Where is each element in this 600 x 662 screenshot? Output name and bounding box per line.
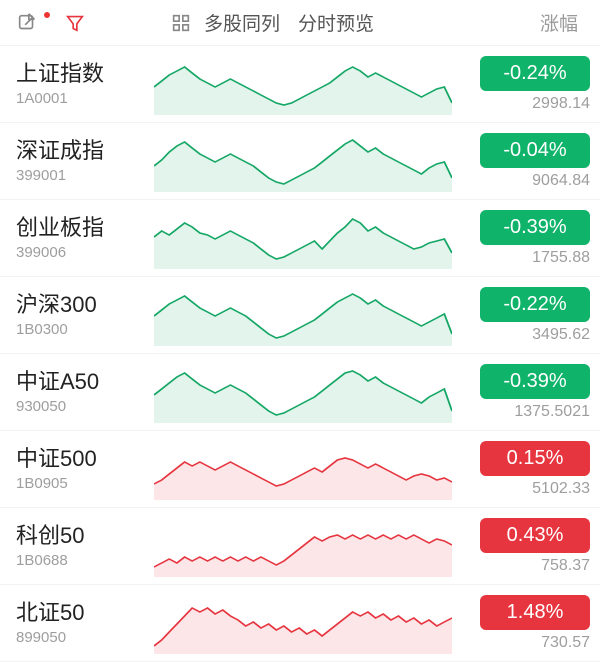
index-name: 创业板指 bbox=[16, 215, 146, 241]
row-left: 创业板指 399006 bbox=[16, 215, 146, 260]
row-left: 中证A50 930050 bbox=[16, 369, 146, 414]
index-row[interactable]: 科创50 1B0688 0.43% 758.37 bbox=[0, 508, 600, 585]
index-code: 930050 bbox=[16, 398, 146, 415]
toolbar-left bbox=[16, 12, 86, 34]
change-badge: 0.15% bbox=[480, 441, 590, 476]
index-name: 北证50 bbox=[16, 600, 146, 626]
sparkline-chart bbox=[154, 130, 452, 192]
index-name: 沪深300 bbox=[16, 292, 146, 318]
multi-view-button[interactable]: 多股同列 bbox=[204, 9, 280, 36]
row-left: 上证指数 1A0001 bbox=[16, 61, 146, 106]
row-right: -0.22% 3495.62 bbox=[460, 287, 590, 344]
sparkline-chart bbox=[154, 592, 452, 654]
preview-button[interactable]: 分时预览 bbox=[298, 9, 374, 36]
index-row[interactable]: 上证指数 1A0001 -0.24% 2998.14 bbox=[0, 46, 600, 123]
change-badge: -0.04% bbox=[480, 133, 590, 168]
row-left: 北证50 899050 bbox=[16, 600, 146, 645]
filter-icon[interactable] bbox=[64, 12, 86, 34]
row-right: -0.04% 9064.84 bbox=[460, 133, 590, 190]
index-name: 中证A50 bbox=[16, 369, 146, 395]
index-code: 899050 bbox=[16, 629, 146, 646]
index-name: 深证成指 bbox=[16, 138, 146, 164]
toolbar-right: 涨幅 bbox=[534, 9, 584, 36]
row-right: -0.39% 1755.88 bbox=[460, 210, 590, 267]
row-right: 0.15% 5102.33 bbox=[460, 441, 590, 498]
row-right: -0.39% 1375.5021 bbox=[460, 364, 590, 421]
toolbar: 多股同列 分时预览 涨幅 bbox=[0, 0, 600, 46]
index-name: 中证500 bbox=[16, 446, 146, 472]
sparkline-chart bbox=[154, 284, 452, 346]
row-right: 1.48% 730.57 bbox=[460, 595, 590, 652]
sort-column-button[interactable]: 涨幅 bbox=[540, 14, 578, 35]
change-badge: 1.48% bbox=[480, 595, 590, 630]
index-name: 上证指数 bbox=[16, 61, 146, 87]
index-row[interactable]: 深证成指 399001 -0.04% 9064.84 bbox=[0, 123, 600, 200]
index-list: 上证指数 1A0001 -0.24% 2998.14 深证成指 399001 -… bbox=[0, 46, 600, 662]
price-value: 758.37 bbox=[541, 557, 590, 575]
index-code: 1B0688 bbox=[16, 552, 146, 569]
index-code: 1A0001 bbox=[16, 90, 146, 107]
price-value: 2998.14 bbox=[532, 95, 590, 113]
grid-icon[interactable] bbox=[170, 12, 192, 34]
change-badge: -0.39% bbox=[480, 210, 590, 245]
row-left: 沪深300 1B0300 bbox=[16, 292, 146, 337]
index-row[interactable]: 北证50 899050 1.48% 730.57 bbox=[0, 585, 600, 662]
change-badge: 0.43% bbox=[480, 518, 590, 553]
index-name: 科创50 bbox=[16, 523, 146, 549]
notification-dot bbox=[44, 12, 50, 18]
index-code: 399001 bbox=[16, 167, 146, 184]
index-code: 399006 bbox=[16, 244, 146, 261]
price-value: 1755.88 bbox=[532, 249, 590, 267]
price-value: 730.57 bbox=[541, 634, 590, 652]
sparkline-chart bbox=[154, 361, 452, 423]
sparkline-chart bbox=[154, 53, 452, 115]
row-right: 0.43% 758.37 bbox=[460, 518, 590, 575]
change-badge: -0.24% bbox=[480, 56, 590, 91]
index-code: 1B0300 bbox=[16, 321, 146, 338]
change-badge: -0.39% bbox=[480, 364, 590, 399]
price-value: 3495.62 bbox=[532, 326, 590, 344]
index-row[interactable]: 中证500 1B0905 0.15% 5102.33 bbox=[0, 431, 600, 508]
index-row[interactable]: 中证A50 930050 -0.39% 1375.5021 bbox=[0, 354, 600, 431]
index-code: 1B0905 bbox=[16, 475, 146, 492]
toolbar-mid: 多股同列 分时预览 bbox=[170, 9, 380, 36]
price-value: 5102.33 bbox=[532, 480, 590, 498]
row-left: 中证500 1B0905 bbox=[16, 446, 146, 491]
row-left: 深证成指 399001 bbox=[16, 138, 146, 183]
sparkline-chart bbox=[154, 438, 452, 500]
row-right: -0.24% 2998.14 bbox=[460, 56, 590, 113]
edit-icon[interactable] bbox=[16, 12, 38, 34]
index-row[interactable]: 沪深300 1B0300 -0.22% 3495.62 bbox=[0, 277, 600, 354]
change-badge: -0.22% bbox=[480, 287, 590, 322]
sparkline-chart bbox=[154, 207, 452, 269]
row-left: 科创50 1B0688 bbox=[16, 523, 146, 568]
price-value: 1375.5021 bbox=[514, 403, 590, 421]
price-value: 9064.84 bbox=[532, 172, 590, 190]
index-row[interactable]: 创业板指 399006 -0.39% 1755.88 bbox=[0, 200, 600, 277]
sparkline-chart bbox=[154, 515, 452, 577]
